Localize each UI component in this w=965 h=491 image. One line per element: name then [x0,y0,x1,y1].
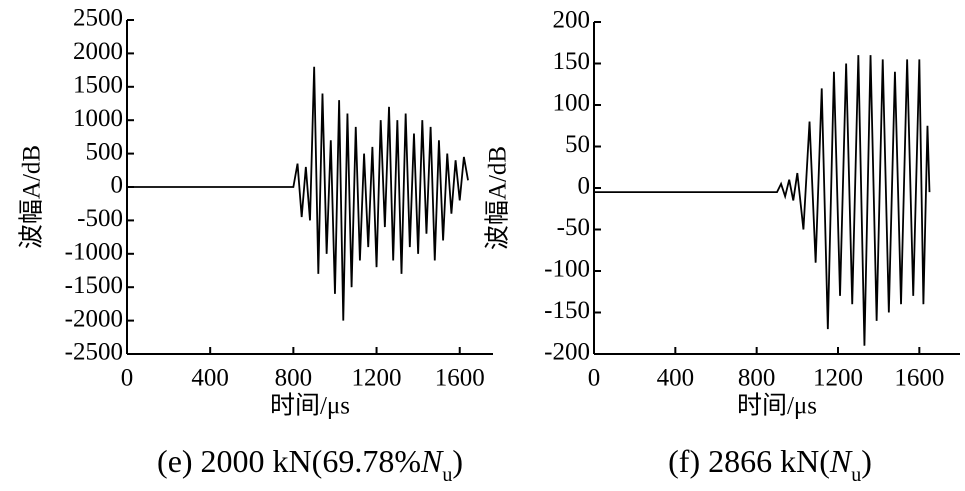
y-tick-label: 500 [86,138,124,165]
y-tick-label: 200 [553,7,591,34]
y-tick-label: 150 [553,48,591,75]
caption-part: ) [861,443,872,479]
waveform [127,66,469,321]
y-tick-label: -150 [544,297,590,324]
x-tick-label: 1200 [352,365,402,392]
y-tick-label: -100 [544,256,590,283]
x-tick-label: 1200 [813,365,863,392]
y-tick-label: 100 [553,90,591,117]
y-tick-label: 2500 [73,5,123,32]
x-tick-label: 1600 [435,365,485,392]
caption-part: (e) 2000 kN(69.78% [157,443,421,479]
y-axis-label: 波幅A/dB [18,145,46,249]
y-tick-label: -1000 [65,239,123,266]
caption-part: u [442,464,452,486]
x-axis-label: 时间/μs [737,392,817,420]
y-tick-label: 0 [578,173,591,200]
x-tick-label: 1600 [894,365,944,392]
x-tick-label: 400 [191,365,229,392]
x-tick-label: 0 [588,365,601,392]
x-tick-label: 800 [275,365,313,392]
caption-part: N [829,443,853,479]
y-tick-label: 1000 [73,105,123,132]
caption: (f) 2866 kN(Nu) [668,443,872,485]
caption-part: (f) 2866 kN( [668,443,830,479]
x-tick-label: 800 [738,365,776,392]
caption-part: u [851,464,861,486]
x-tick-label: 400 [657,365,695,392]
y-tick-label: 50 [565,131,590,158]
caption: (e) 2000 kN(69.78%Nu) [157,443,463,485]
y-tick-label: -200 [544,339,590,366]
y-tick-label: -2000 [65,305,123,332]
y-tick-label: 2000 [73,38,123,65]
x-tick-label: 0 [121,365,134,392]
y-tick-label: -1500 [65,272,123,299]
y-axis-label: 波幅A/dB [484,146,512,250]
waveform [594,55,931,346]
y-tick-label: 1500 [73,72,123,99]
y-tick-label: -500 [77,205,123,232]
y-tick-label: -50 [557,214,590,241]
caption-part: N [420,443,444,479]
y-tick-label: -2500 [65,339,123,366]
caption-part: ) [452,443,463,479]
x-axis-label: 时间/μs [270,392,350,420]
y-tick-label: 0 [111,172,124,199]
